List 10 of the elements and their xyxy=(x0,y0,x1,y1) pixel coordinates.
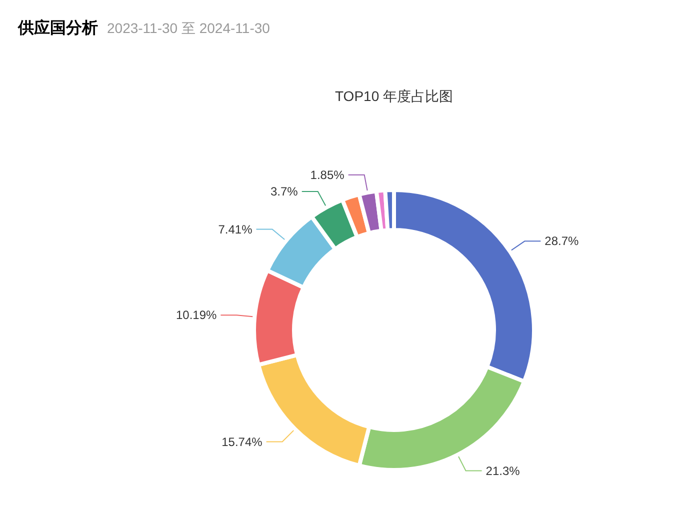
data-label: 1.85% xyxy=(310,168,345,182)
chart-title: TOP10 年度占比图 xyxy=(335,88,453,104)
data-label: 21.3% xyxy=(486,464,520,478)
text: 2023-11-30 至 2024-11-30 xyxy=(107,20,270,36)
data-label: 7.41% xyxy=(218,222,253,236)
text: 供应国分析 xyxy=(17,18,98,37)
data-label: 3.7% xyxy=(270,184,298,199)
data-label: 10.19% xyxy=(176,308,218,322)
data-label: 28.7% xyxy=(544,234,580,248)
data-label: 15.74% xyxy=(222,434,263,449)
